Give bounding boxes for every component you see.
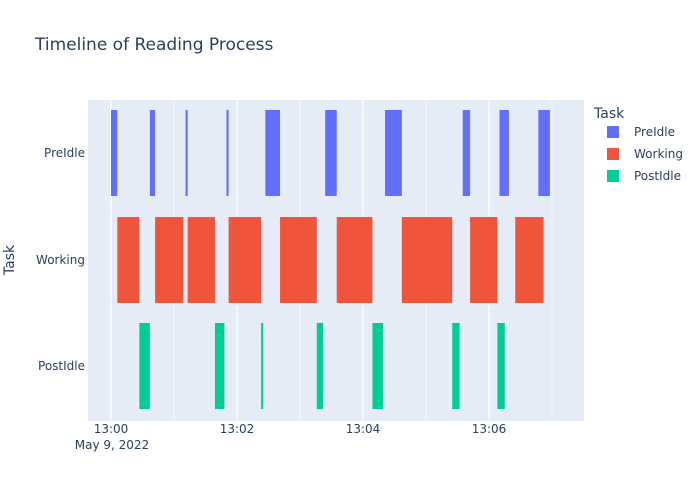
- bar-working[interactable]: [280, 217, 317, 303]
- y-axis-title: Task: [2, 244, 18, 276]
- bar-preidle[interactable]: [325, 110, 337, 196]
- legend-label[interactable]: Working: [634, 147, 683, 161]
- x-axis-ticks: 13:00 13:02 13:04 13:06: [94, 422, 507, 436]
- bar-postidle[interactable]: [261, 323, 264, 409]
- bar-postidle[interactable]: [452, 323, 460, 409]
- timeline-bars[interactable]: [111, 110, 550, 409]
- bar-preidle[interactable]: [462, 110, 471, 196]
- x-tick-label: 13:02: [220, 422, 255, 436]
- bar-working[interactable]: [155, 217, 184, 303]
- bar-postidle[interactable]: [497, 323, 505, 409]
- x-date-label: May 9, 2022: [75, 438, 149, 452]
- y-tick-label: PostIdle: [38, 359, 85, 373]
- bar-working[interactable]: [515, 217, 544, 303]
- bar-preidle[interactable]: [499, 110, 509, 196]
- x-tick-label: 13:04: [346, 422, 381, 436]
- bar-preidle[interactable]: [111, 110, 118, 196]
- bar-working[interactable]: [470, 217, 498, 303]
- bar-postidle[interactable]: [139, 323, 150, 409]
- y-tick-label: PreIdle: [44, 146, 85, 160]
- y-tick-label: Working: [36, 253, 85, 267]
- bar-preidle[interactable]: [538, 110, 550, 196]
- legend-items[interactable]: PreIdle Working PostIdle: [607, 125, 683, 183]
- legend-label[interactable]: PostIdle: [634, 169, 681, 183]
- bar-preidle[interactable]: [149, 110, 156, 196]
- legend-swatch[interactable]: [607, 148, 619, 160]
- y-axis-ticks: PreIdle Working PostIdle: [36, 146, 85, 373]
- legend-swatch[interactable]: [607, 170, 619, 182]
- x-tick-label: 13:00: [94, 422, 129, 436]
- legend-swatch[interactable]: [607, 126, 619, 138]
- bar-postidle[interactable]: [316, 323, 324, 409]
- bar-preidle[interactable]: [185, 110, 188, 196]
- bar-working[interactable]: [117, 217, 140, 303]
- chart-title: Timeline of Reading Process: [34, 35, 274, 55]
- bar-preidle[interactable]: [226, 110, 229, 196]
- legend-title: Task: [593, 106, 625, 122]
- bar-postidle[interactable]: [214, 323, 225, 409]
- bar-working[interactable]: [228, 217, 262, 303]
- legend: Task PreIdle Working PostIdle: [593, 106, 683, 183]
- bar-postidle[interactable]: [372, 323, 383, 409]
- bar-working[interactable]: [401, 217, 453, 303]
- bar-preidle[interactable]: [265, 110, 281, 196]
- bar-working[interactable]: [336, 217, 373, 303]
- bar-preidle[interactable]: [385, 110, 402, 196]
- bar-working[interactable]: [187, 217, 215, 303]
- x-tick-label: 13:06: [472, 422, 507, 436]
- legend-label[interactable]: PreIdle: [634, 125, 675, 139]
